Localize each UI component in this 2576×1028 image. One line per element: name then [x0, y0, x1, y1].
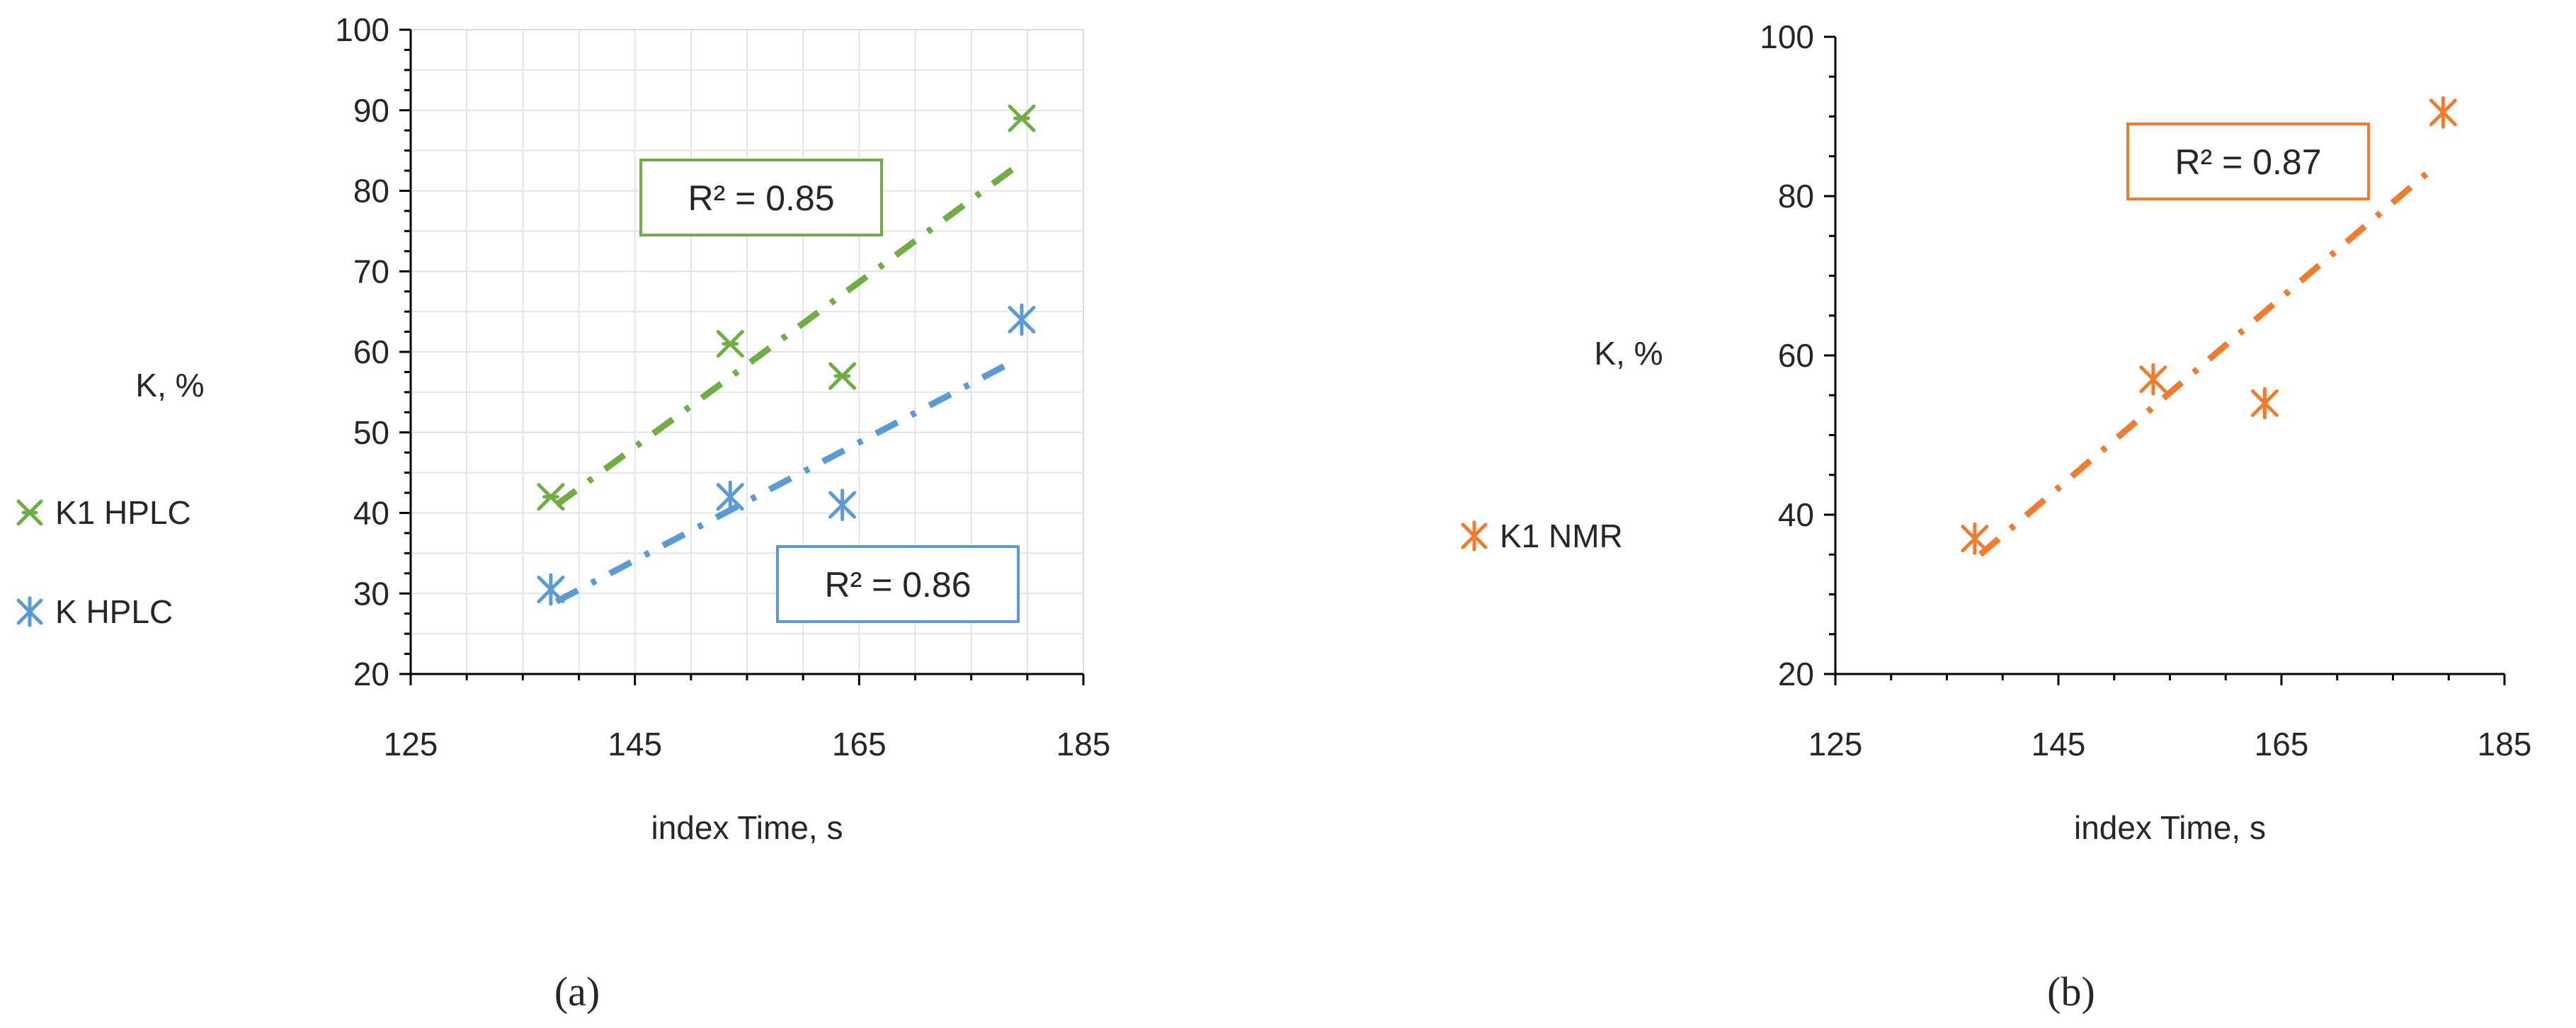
y-tick-label: 80 [1778, 178, 1814, 215]
data-point [537, 573, 565, 606]
x-axis-title: index Time, s [651, 809, 843, 846]
y-tick-label: 70 [353, 253, 389, 290]
y-tick-label: 20 [1778, 656, 1814, 692]
y-axis-title: K, % [1594, 335, 1663, 372]
r2-box-frame [639, 159, 883, 236]
x-axis-title: index Time, s [2074, 809, 2266, 846]
y-tick-label: 100 [335, 11, 389, 48]
data-point [2250, 387, 2279, 420]
data-point [1961, 522, 1989, 555]
y-tick-label: 100 [1760, 18, 1814, 55]
chart-panel-a: 20 30 40 50 60 70 80 90 100 125 145 165 185 K, % index… [16, 11, 1111, 1015]
r2-label-box: R² = 0.85 [639, 159, 883, 236]
data-point [1008, 303, 1036, 336]
chart-panel-b: 20 40 60 80 100 125 145 165 185 K, % index Time, s… [1461, 18, 2532, 1015]
series-k-hplc: R² = 0.86 [537, 303, 1036, 623]
series-k1-hplc: R² = 0.85 [537, 104, 1036, 511]
r2-label: R² = 0.85 [688, 178, 834, 218]
data-point [2429, 96, 2457, 129]
data-point [537, 483, 565, 511]
legend-entry: K1 NMR [1461, 518, 1623, 554]
x-tick-label: 125 [1808, 726, 1863, 763]
legend-entry: K HPLC [16, 593, 173, 630]
x-tick-label: 145 [608, 726, 662, 763]
data-point [716, 330, 744, 358]
y-tick-label: 40 [353, 495, 389, 532]
legend-entry: K1 HPLC [16, 494, 191, 531]
series-k1-nmr: R² = 0.87 [1961, 96, 2457, 557]
data-point [716, 480, 744, 513]
x-tick-label: 125 [384, 726, 438, 763]
legend-marker [1461, 520, 1488, 552]
y-tick-label: 60 [353, 333, 389, 370]
x-tick-label: 185 [1056, 726, 1111, 763]
legend-label: K1 HPLC [55, 494, 191, 531]
x-tick-label: 185 [2478, 726, 2532, 763]
x-tick-label: 145 [2031, 726, 2086, 763]
panel-label: (a) [554, 969, 600, 1015]
y-tick-label: 60 [1778, 337, 1814, 374]
trendline [554, 357, 1018, 605]
y-tick-label: 50 [353, 414, 389, 451]
y-tick-label: 80 [353, 173, 389, 210]
r2-label: R² = 0.87 [2175, 142, 2321, 182]
gridlines [410, 29, 1084, 675]
y-tick-label: 90 [353, 92, 389, 129]
legend-marker [16, 596, 43, 627]
r2-label-box: R² = 0.87 [2126, 122, 2370, 200]
y-tick-label: 30 [353, 575, 389, 612]
r2-box-frame [776, 545, 1020, 623]
r2-label: R² = 0.86 [824, 565, 971, 605]
trendline [1978, 161, 2440, 557]
y-tick-label: 40 [1778, 496, 1814, 533]
x-tick-label: 165 [2255, 726, 2309, 763]
legend-label: K1 NMR [1500, 518, 1623, 554]
r2-label-box: R² = 0.86 [776, 545, 1020, 623]
panel-label: (b) [2047, 969, 2095, 1015]
legend-label: K HPLC [55, 593, 173, 630]
data-point [2139, 362, 2167, 396]
data-point [828, 362, 857, 390]
data-point [828, 489, 857, 522]
data-point [1008, 104, 1036, 132]
legend-marker [16, 499, 43, 526]
x-tick-label: 165 [832, 726, 887, 763]
r2-box-frame [2126, 122, 2370, 200]
y-axis-title: K, % [135, 367, 204, 404]
y-tick-label: 20 [353, 656, 389, 692]
